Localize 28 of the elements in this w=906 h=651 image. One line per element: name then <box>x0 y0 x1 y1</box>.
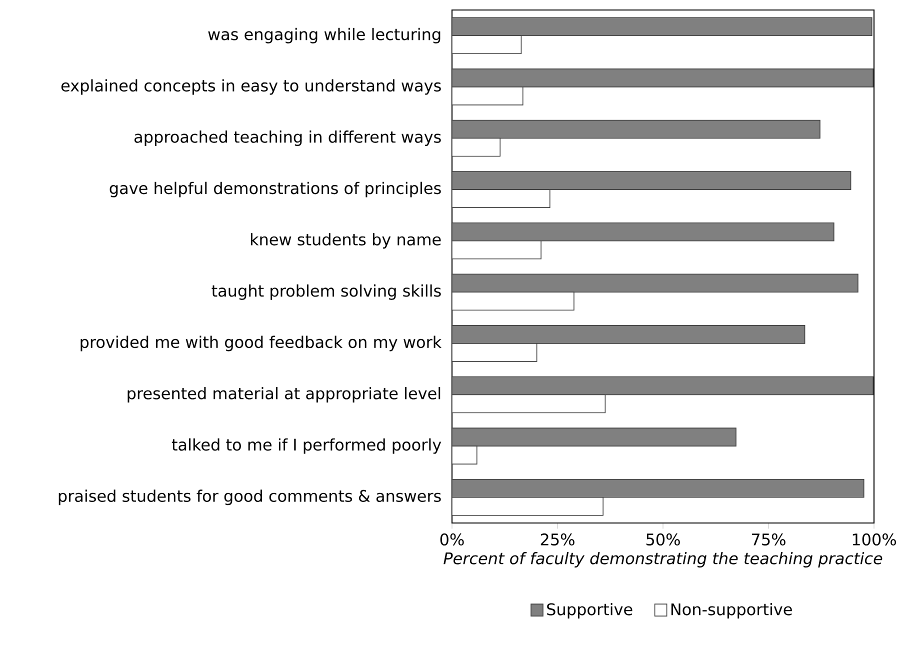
bar <box>452 171 852 190</box>
x-axis-title: Percent of faculty demonstrating the teaching practice <box>444 552 882 568</box>
y-tick-label: knew students by name <box>250 233 441 249</box>
bar <box>452 120 820 139</box>
y-tick-label: explained concepts in easy to understand ways <box>61 79 441 95</box>
x-tick-label: 25% <box>540 533 574 546</box>
legend-label: Supportive <box>547 603 632 618</box>
bar <box>452 68 874 88</box>
x-tick-label: 0% <box>440 533 464 546</box>
bar <box>452 222 834 242</box>
x-tick-label: 50% <box>646 533 680 546</box>
y-tick-label: gave helpful demonstrations of principles <box>110 182 441 198</box>
bar <box>452 325 806 344</box>
y-tick-label: praised students for good comments & answers <box>58 490 441 506</box>
y-tick-label: provided me with good feedback on my work <box>80 336 442 352</box>
y-tick-label: taught problem solving skills <box>212 284 441 300</box>
y-tick-label: presented material at appropriate level <box>128 387 440 402</box>
y-tick-label: talked to me if I performed poorly <box>172 438 442 454</box>
x-tick-label: 75% <box>752 533 786 546</box>
y-tick-label: was engaging while lecturing <box>208 28 440 44</box>
bar <box>452 478 864 498</box>
bar <box>452 376 874 396</box>
x-tick-label: 100% <box>852 533 896 546</box>
bar <box>452 274 858 293</box>
bar <box>452 428 736 446</box>
y-tick-label: approached teaching in different ways <box>134 130 441 146</box>
bar <box>452 17 872 36</box>
legend-label: Non-supportive <box>671 603 792 618</box>
